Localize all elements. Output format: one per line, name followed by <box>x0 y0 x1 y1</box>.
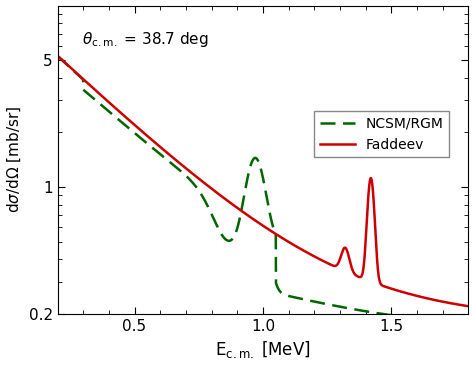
Line: NCSM/RGM: NCSM/RGM <box>57 56 468 324</box>
Faddeev <box>432 298 438 302</box>
Y-axis label: d$\sigma$/d$\Omega$ [mb/sr]: d$\sigma$/d$\Omega$ [mb/sr] <box>6 106 23 213</box>
Legend: NCSM/RGM, Faddeev: NCSM/RGM, Faddeev <box>314 111 449 157</box>
Faddeev <box>353 273 359 277</box>
Faddeev <box>55 53 60 58</box>
NCSM/RGM <box>228 238 233 243</box>
NCSM/RGM <box>55 54 60 58</box>
Faddeev <box>230 203 236 207</box>
Faddeev <box>250 217 255 221</box>
NCSM/RGM <box>432 318 438 323</box>
X-axis label: $\mathrm{E_{c.m.}}$ [MeV]: $\mathrm{E_{c.m.}}$ [MeV] <box>215 339 311 361</box>
Line: Faddeev: Faddeev <box>57 56 468 306</box>
Faddeev <box>465 304 471 309</box>
NCSM/RGM <box>230 235 236 240</box>
NCSM/RGM <box>250 158 255 163</box>
NCSM/RGM <box>353 307 359 312</box>
NCSM/RGM <box>465 321 471 326</box>
Text: $\theta_{\rm c.m.}$ = 38.7 deg: $\theta_{\rm c.m.}$ = 38.7 deg <box>82 30 209 49</box>
Faddeev <box>228 201 233 205</box>
NCSM/RGM <box>453 320 459 325</box>
Faddeev <box>453 302 459 306</box>
